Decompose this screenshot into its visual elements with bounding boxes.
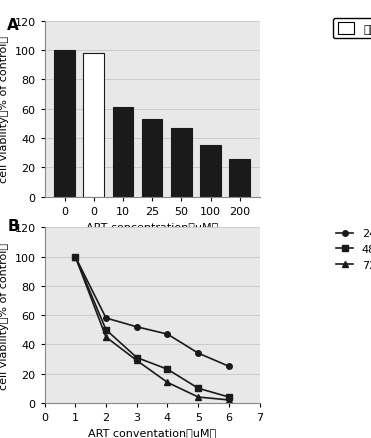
Text: B: B — [7, 219, 19, 234]
Bar — [142, 120, 162, 197]
Bar — [54, 51, 75, 197]
24h — [73, 254, 78, 260]
48h — [73, 254, 78, 260]
72h — [196, 395, 200, 400]
48h — [227, 395, 231, 400]
Text: A: A — [7, 18, 19, 32]
Bar — [230, 159, 250, 197]
Line: 24h: 24h — [72, 254, 232, 369]
24h — [227, 364, 231, 369]
Line: 48h: 48h — [72, 254, 232, 400]
Line: 72h: 72h — [72, 254, 232, 403]
72h — [135, 358, 139, 363]
72h — [227, 397, 231, 403]
72h — [73, 254, 78, 260]
24h — [104, 316, 108, 321]
Y-axis label: cell viability（% of control）: cell viability（% of control） — [0, 36, 9, 183]
48h — [135, 355, 139, 360]
Legend: 24h, 48h, 72h: 24h, 48h, 72h — [332, 225, 371, 275]
72h — [104, 335, 108, 340]
48h — [165, 367, 170, 372]
24h — [165, 332, 170, 337]
24h — [135, 325, 139, 330]
48h — [196, 386, 200, 391]
Bar — [200, 146, 221, 197]
X-axis label: ART conventation（uM）: ART conventation（uM） — [88, 427, 216, 438]
Bar — [171, 128, 191, 197]
Legend: 生理盐水: 生理盐水 — [333, 19, 371, 39]
Y-axis label: cell viability（% of control）: cell viability（% of control） — [0, 242, 9, 389]
24h — [196, 351, 200, 356]
Bar — [113, 108, 133, 197]
72h — [165, 380, 170, 385]
Bar — [83, 54, 104, 197]
X-axis label: ART concentration（uM）: ART concentration（uM） — [86, 222, 218, 232]
48h — [104, 327, 108, 332]
